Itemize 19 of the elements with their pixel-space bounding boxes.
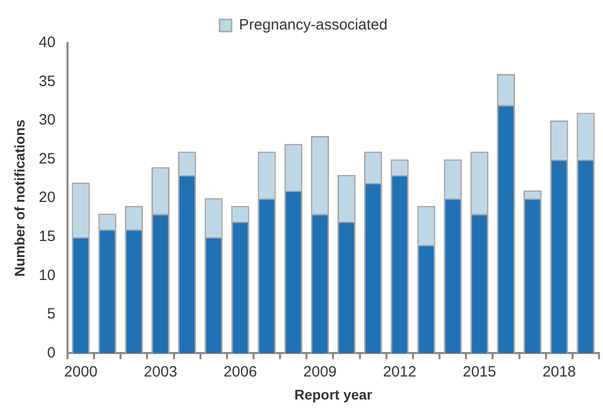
x-tick-label: 2018 [542, 363, 576, 380]
y-axis-title: Number of notifications [11, 119, 28, 277]
y-tick-label: 40 [38, 34, 56, 52]
x-tick-label: 2012 [382, 363, 416, 380]
x-tick-label: 2003 [144, 363, 178, 380]
x-tick-label: 2006 [224, 363, 257, 380]
legend-label: Pregnancy-associated [239, 16, 388, 34]
y-tick-label: 35 [38, 72, 56, 90]
x-tick-label: 2009 [303, 363, 337, 380]
y-tick-label: 20 [38, 189, 56, 206]
x-tick-label: 2015 [462, 363, 496, 380]
x-tick-label: 2000 [64, 363, 98, 380]
y-tick-label: 15 [38, 228, 56, 246]
x-axis-title: Report year [294, 386, 373, 402]
y-tick-label: 10 [38, 266, 56, 284]
y-tick-label: 0 [47, 344, 56, 362]
y-tick-label: 5 [47, 306, 56, 323]
y-tick-label: 25 [38, 150, 56, 168]
y-tick-label: 30 [38, 112, 56, 129]
